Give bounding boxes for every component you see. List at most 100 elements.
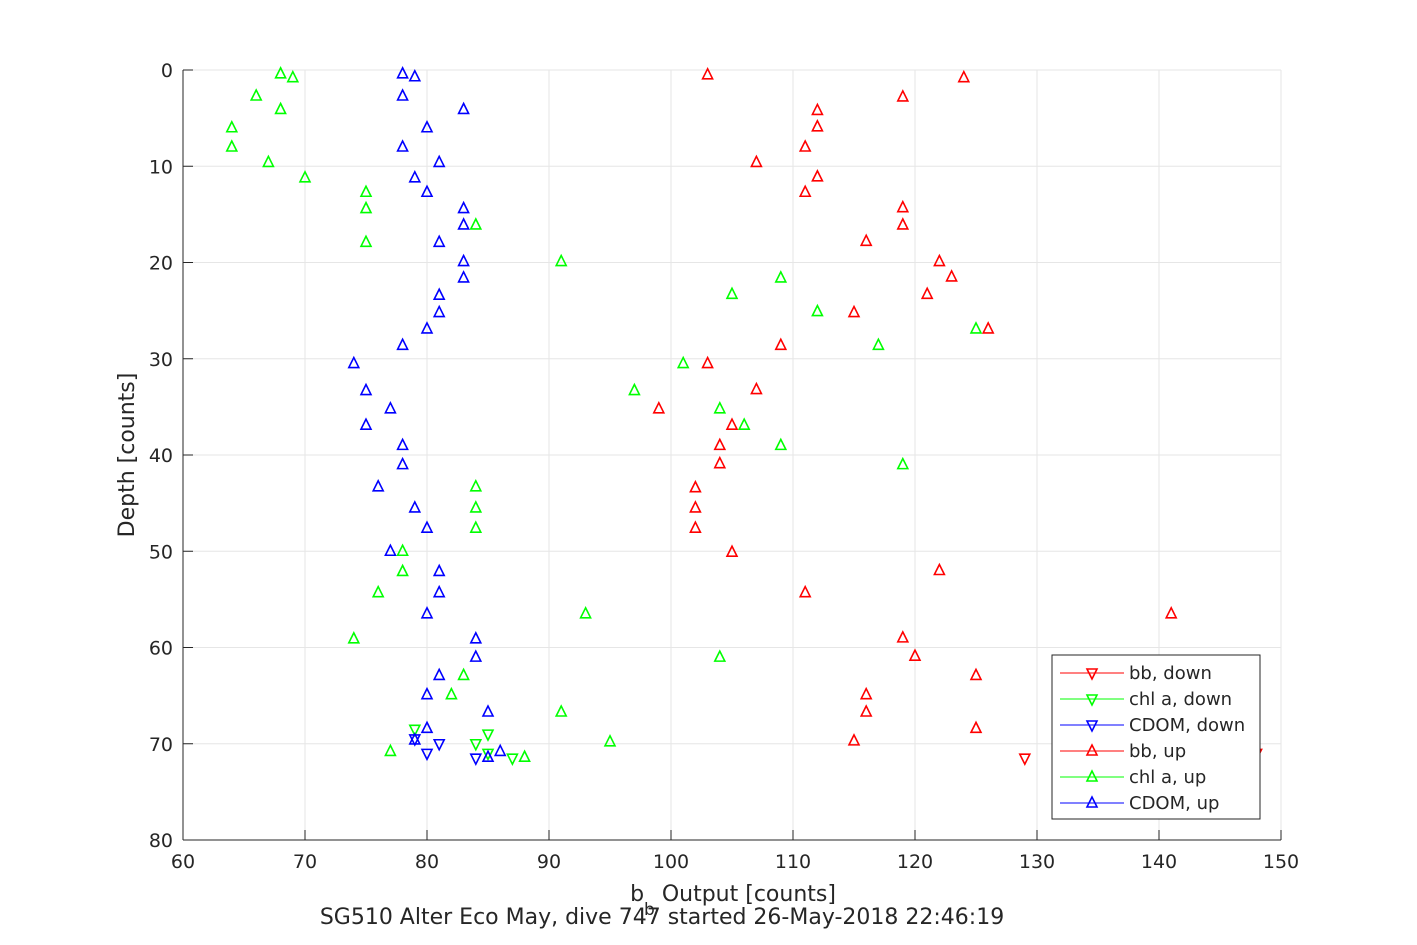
x-tick-label: 80: [415, 851, 439, 873]
data-point: [811, 303, 824, 317]
x-tick-label: 150: [1263, 851, 1299, 873]
data-point: [469, 478, 483, 492]
data-point: [725, 544, 739, 558]
data-point: [408, 732, 422, 745]
data-point: [774, 437, 788, 451]
data-point: [359, 234, 373, 248]
data-point: [725, 417, 739, 430]
data-point: [420, 606, 434, 619]
data-point: [872, 337, 885, 351]
legend-label: chl a, up: [1129, 767, 1206, 788]
data-point: [798, 584, 812, 598]
data-point: [396, 437, 409, 451]
data-point: [396, 337, 409, 351]
data-point: [457, 200, 470, 214]
legend: bb, down chl a, down CDOM, down bb, up chl a…: [1051, 654, 1261, 820]
data-point: [518, 749, 531, 763]
data-point: [457, 101, 470, 115]
data-point: [408, 68, 422, 82]
data-point: [847, 304, 861, 318]
data-point: [420, 184, 434, 198]
data-point: [469, 520, 483, 533]
data-point: [945, 269, 958, 282]
x-tick-label: 100: [653, 851, 689, 873]
data-point: [908, 648, 922, 661]
legend-marker: [1085, 694, 1099, 707]
data-point: [896, 199, 910, 213]
data-point: [969, 667, 983, 681]
data-point: [725, 286, 739, 300]
data-point: [896, 456, 910, 470]
data-point: [701, 67, 714, 80]
data-point: [432, 563, 446, 577]
data-point: [811, 102, 824, 116]
data-point: [1164, 606, 1178, 619]
data-point: [420, 520, 434, 533]
data-point: [420, 686, 434, 700]
data-point: [847, 733, 861, 746]
data-point: [859, 686, 873, 700]
legend-label: bb, down: [1129, 663, 1212, 684]
data-point: [579, 606, 592, 619]
data-point: [481, 748, 495, 762]
data-point: [408, 500, 422, 513]
data-point: [469, 649, 483, 662]
data-point: [896, 217, 910, 230]
data-point: [469, 631, 483, 644]
data-point: [859, 704, 873, 717]
legend-marker: [1085, 668, 1099, 681]
data-point: [469, 753, 483, 766]
data-point: [676, 355, 690, 369]
data-point: [359, 417, 373, 430]
data-point: [493, 743, 507, 757]
data-point: [933, 253, 946, 267]
data-point: [384, 401, 397, 414]
data-point: [689, 500, 702, 513]
data-point: [689, 520, 702, 533]
data-point: [774, 337, 788, 351]
legend-marker: [1085, 795, 1099, 808]
data-point: [225, 139, 239, 152]
legend-label: CDOM, down: [1129, 715, 1245, 736]
data-point: [359, 184, 373, 198]
data-point: [750, 154, 763, 168]
chart-caption: SG510 Alter Eco May, dive 747 started 26…: [320, 905, 1004, 930]
data-point: [689, 479, 702, 493]
data-point: [481, 704, 495, 717]
data-point: [469, 217, 483, 230]
data-point: [859, 233, 873, 247]
data-point: [274, 101, 287, 115]
data-point: [628, 382, 641, 396]
data-point: [469, 738, 483, 752]
x-tick-label: 140: [1141, 851, 1177, 873]
data-point: [457, 270, 470, 283]
data-point: [347, 631, 361, 644]
data-point: [554, 253, 568, 267]
data-point: [371, 584, 385, 598]
y-tick-label: 60: [149, 638, 173, 660]
y-axis-title: Depth [counts]: [115, 373, 140, 538]
data-point: [713, 649, 727, 662]
axes: [182, 69, 1282, 841]
data-point: [432, 667, 446, 681]
x-axis-title: bb Output [counts]: [630, 882, 836, 920]
data-point: [603, 734, 617, 747]
data-point: [274, 66, 287, 79]
data-point: [811, 118, 824, 132]
data-point: [1018, 753, 1032, 766]
legend-marker: [1085, 743, 1099, 756]
data-point: [737, 417, 751, 430]
data-point: [432, 584, 446, 598]
data-point: [457, 253, 470, 267]
data-point: [286, 69, 300, 83]
legend-box: [1051, 654, 1261, 820]
y-tick-label: 70: [149, 734, 173, 756]
data-point: [811, 169, 824, 182]
x-tick-label: 130: [1019, 851, 1055, 873]
y-tick-label: 80: [149, 830, 173, 852]
y-tick-label: 10: [149, 156, 173, 178]
data-point: [408, 724, 422, 738]
data-point: [713, 455, 727, 469]
data-point: [432, 287, 446, 301]
